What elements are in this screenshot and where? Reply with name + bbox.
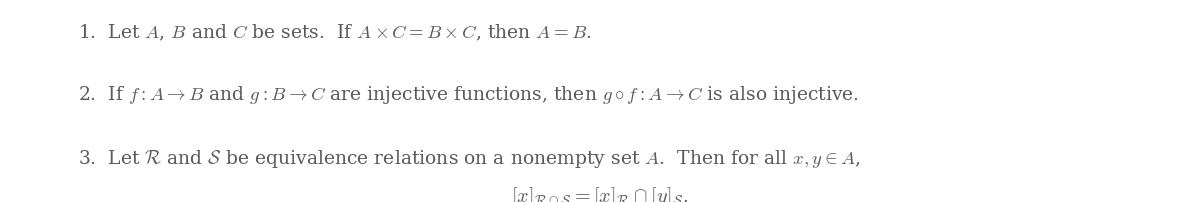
Text: 2.  If $f : A \to B$ and $g : B \to C$ are injective functions, then $g \circ f : 2. If $f : A \to B$ and $g : B \to C$ ar… — [78, 84, 859, 106]
Text: $[x]_{\mathcal{R}\cap\mathcal{S}} = [x]_{\mathcal{R}} \cap [y]_{\mathcal{S}}.$: $[x]_{\mathcal{R}\cap\mathcal{S}} = [x]_… — [511, 184, 689, 202]
Text: 1.  Let $A$, $B$ and $C$ be sets.  If $A \times C = B \times C$, then $A = B$.: 1. Let $A$, $B$ and $C$ be sets. If $A \… — [78, 22, 592, 42]
Text: 3.  Let $\mathcal{R}$ and $\mathcal{S}$ be equivalence relations on a nonempty s: 3. Let $\mathcal{R}$ and $\mathcal{S}$ b… — [78, 148, 860, 169]
